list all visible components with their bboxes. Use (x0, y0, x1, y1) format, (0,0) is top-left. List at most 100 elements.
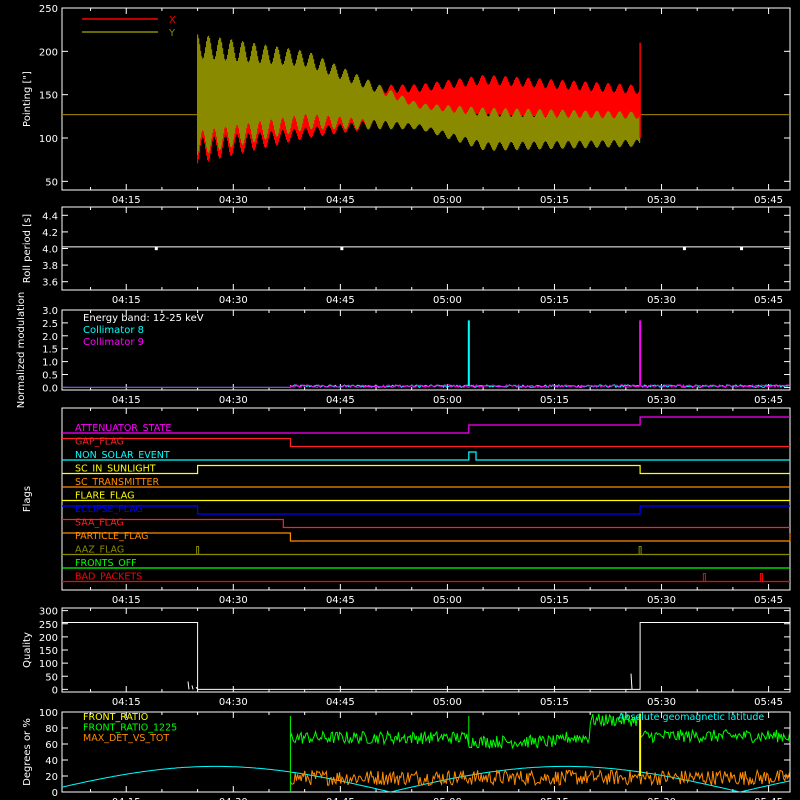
legend-label-front-ratio: FRONT_RATIO (83, 712, 148, 723)
y-axis-label: Pointing ["] (22, 71, 33, 127)
x-tick-label: 05:45 (754, 797, 783, 800)
y-tick-label: 0 (52, 788, 58, 799)
plot-frame (61, 407, 791, 591)
y-tick-label: 20 (45, 772, 58, 783)
quality-spike (630, 673, 633, 690)
y-axis-label: Roll period [s] (22, 214, 33, 283)
flag-blip (196, 546, 200, 555)
y-tick-label: 1.0 (42, 358, 58, 369)
y-tick-label: 2.5 (42, 319, 58, 330)
flag-label-fronts-off: FRONTS_OFF (75, 558, 137, 569)
x-tick-label: 04:45 (326, 595, 355, 606)
x-tick-label: 05:30 (647, 195, 676, 206)
roll-period-dip (340, 246, 344, 251)
series-front-ratio-1225 (289, 713, 791, 750)
y-tick-label: 1.5 (42, 345, 58, 356)
y-tick-label: 80 (45, 724, 58, 735)
modulation-panel: 04:15 04:30 04:45 05:00 05:15 05:30 05:45 0.00.… (16, 292, 791, 409)
degrees-panel: 04:15 04:30 04:45 05:00 05:15 05:30 05:45 0 20 40… (22, 708, 791, 800)
y-tick-label: 4.4 (42, 211, 58, 222)
flags-panel: 04:15 04:30 04:45 05:00 05:15 05:30 05:45 Flags… (22, 407, 791, 606)
x-tick-label: 04:15 (112, 697, 141, 708)
roll-period-dip (682, 246, 686, 251)
roll-period-dip (740, 246, 744, 251)
legend-label-front-ratio-1225: FRONT_RATIO_1225 (83, 723, 177, 734)
flag-line-particle-flag (62, 532, 791, 542)
x-tick-label: 05:00 (433, 195, 462, 206)
x-tick-label: 05:15 (540, 697, 569, 708)
legend-title: Energy band: 12-25 keV (83, 313, 204, 324)
y-tick-label: 3.6 (42, 278, 58, 289)
x-tick-label: 05:45 (754, 697, 783, 708)
x-tick-label: 05:00 (433, 595, 462, 606)
y-tick-label: 150 (39, 91, 58, 102)
y-tick-label: 50 (45, 177, 58, 188)
y-tick-label: 0 (52, 685, 58, 696)
x-tick-label: 05:45 (754, 595, 783, 606)
x-tick-label: 05:30 (647, 697, 676, 708)
x-tick-label: 04:45 (326, 797, 355, 800)
y-tick-label: 4.0 (42, 245, 58, 256)
flag-label-attenuator-state: ATTENUATOR_STATE (75, 423, 171, 434)
flag-line-attenuator-state (62, 416, 790, 434)
y-tick-label: 60 (45, 740, 58, 751)
flag-label-aaz-flag: AAZ_FLAG (75, 545, 124, 556)
plot-frame (61, 607, 791, 693)
y-tick-label: 100 (39, 134, 58, 145)
x-tick-label: 05:15 (540, 395, 569, 406)
y-tick-label: 200 (39, 47, 58, 58)
plot-frame (61, 7, 791, 191)
series-y-envelope (197, 34, 641, 155)
roll-period-dip (154, 246, 158, 251)
x-tick-label: 05:45 (754, 295, 783, 306)
x-tick-label: 04:30 (219, 395, 248, 406)
y-tick-label: 40 (45, 756, 58, 767)
x-tick-label: 04:30 (219, 595, 248, 606)
flag-line-gap-flag (62, 437, 790, 448)
y-tick-label: 100 (39, 659, 58, 670)
flag-label-bad-packets: BAD_PACKETS (75, 572, 142, 583)
legend-label-x: X (169, 15, 176, 26)
flag-label-sc-in-sunlight: SC_IN_SUNLIGHT (75, 464, 156, 475)
y-tick-label: 2.0 (42, 332, 58, 343)
y-tick-label: 3.8 (42, 261, 58, 272)
quality-noise (187, 681, 199, 690)
x-tick-label: 04:15 (112, 295, 141, 306)
flag-line-saa-flag (62, 518, 790, 529)
x-tick-label: 05:15 (540, 195, 569, 206)
y-axis-label: Normalized modulation (16, 292, 27, 409)
x-tick-label: 04:45 (326, 395, 355, 406)
x-tick-label: 04:45 (326, 697, 355, 708)
legend-label-y: Y (168, 28, 176, 39)
x-tick-label: 04:15 (112, 797, 141, 800)
flag-label-saa-flag: SAA_FLAG (75, 518, 124, 529)
y-tick-label: 250 (39, 620, 58, 631)
y-tick-label: 4.2 (42, 228, 58, 239)
legend-label-collimator-8: Collimator 8 (83, 325, 144, 336)
x-tick-label: 04:30 (219, 295, 248, 306)
x-tick-label: 04:15 (112, 395, 141, 406)
x-tick-label: 04:45 (326, 295, 355, 306)
x-tick-label: 05:30 (647, 797, 676, 800)
series-max-det-vs-tot (289, 768, 791, 787)
y-tick-label: 0.0 (42, 383, 58, 394)
quality-line (62, 621, 790, 690)
flag-label-flare-flag: FLARE_FLAG (75, 491, 135, 502)
flag-label-sc-transmitter: SC_TRANSMITTER (75, 477, 160, 488)
x-tick-label: 04:15 (112, 195, 141, 206)
x-tick-label: 04:30 (219, 195, 248, 206)
x-tick-label: 04:15 (112, 595, 141, 606)
x-tick-label: 04:45 (326, 195, 355, 206)
plot-frame (61, 206, 791, 291)
x-tick-label: 05:45 (754, 395, 783, 406)
x-tick-label: 05:00 (433, 697, 462, 708)
flag-label-gap-flag: GAP_FLAG (75, 437, 124, 448)
series-collimator-9 (289, 383, 791, 389)
x-tick-label: 05:00 (433, 797, 462, 800)
x-tick-label: 05:30 (647, 395, 676, 406)
x-tick-label: 05:00 (433, 295, 462, 306)
plot-frame (61, 309, 791, 391)
y-tick-label: 0.5 (42, 371, 58, 382)
series-geomagnetic-latitude (61, 765, 791, 793)
